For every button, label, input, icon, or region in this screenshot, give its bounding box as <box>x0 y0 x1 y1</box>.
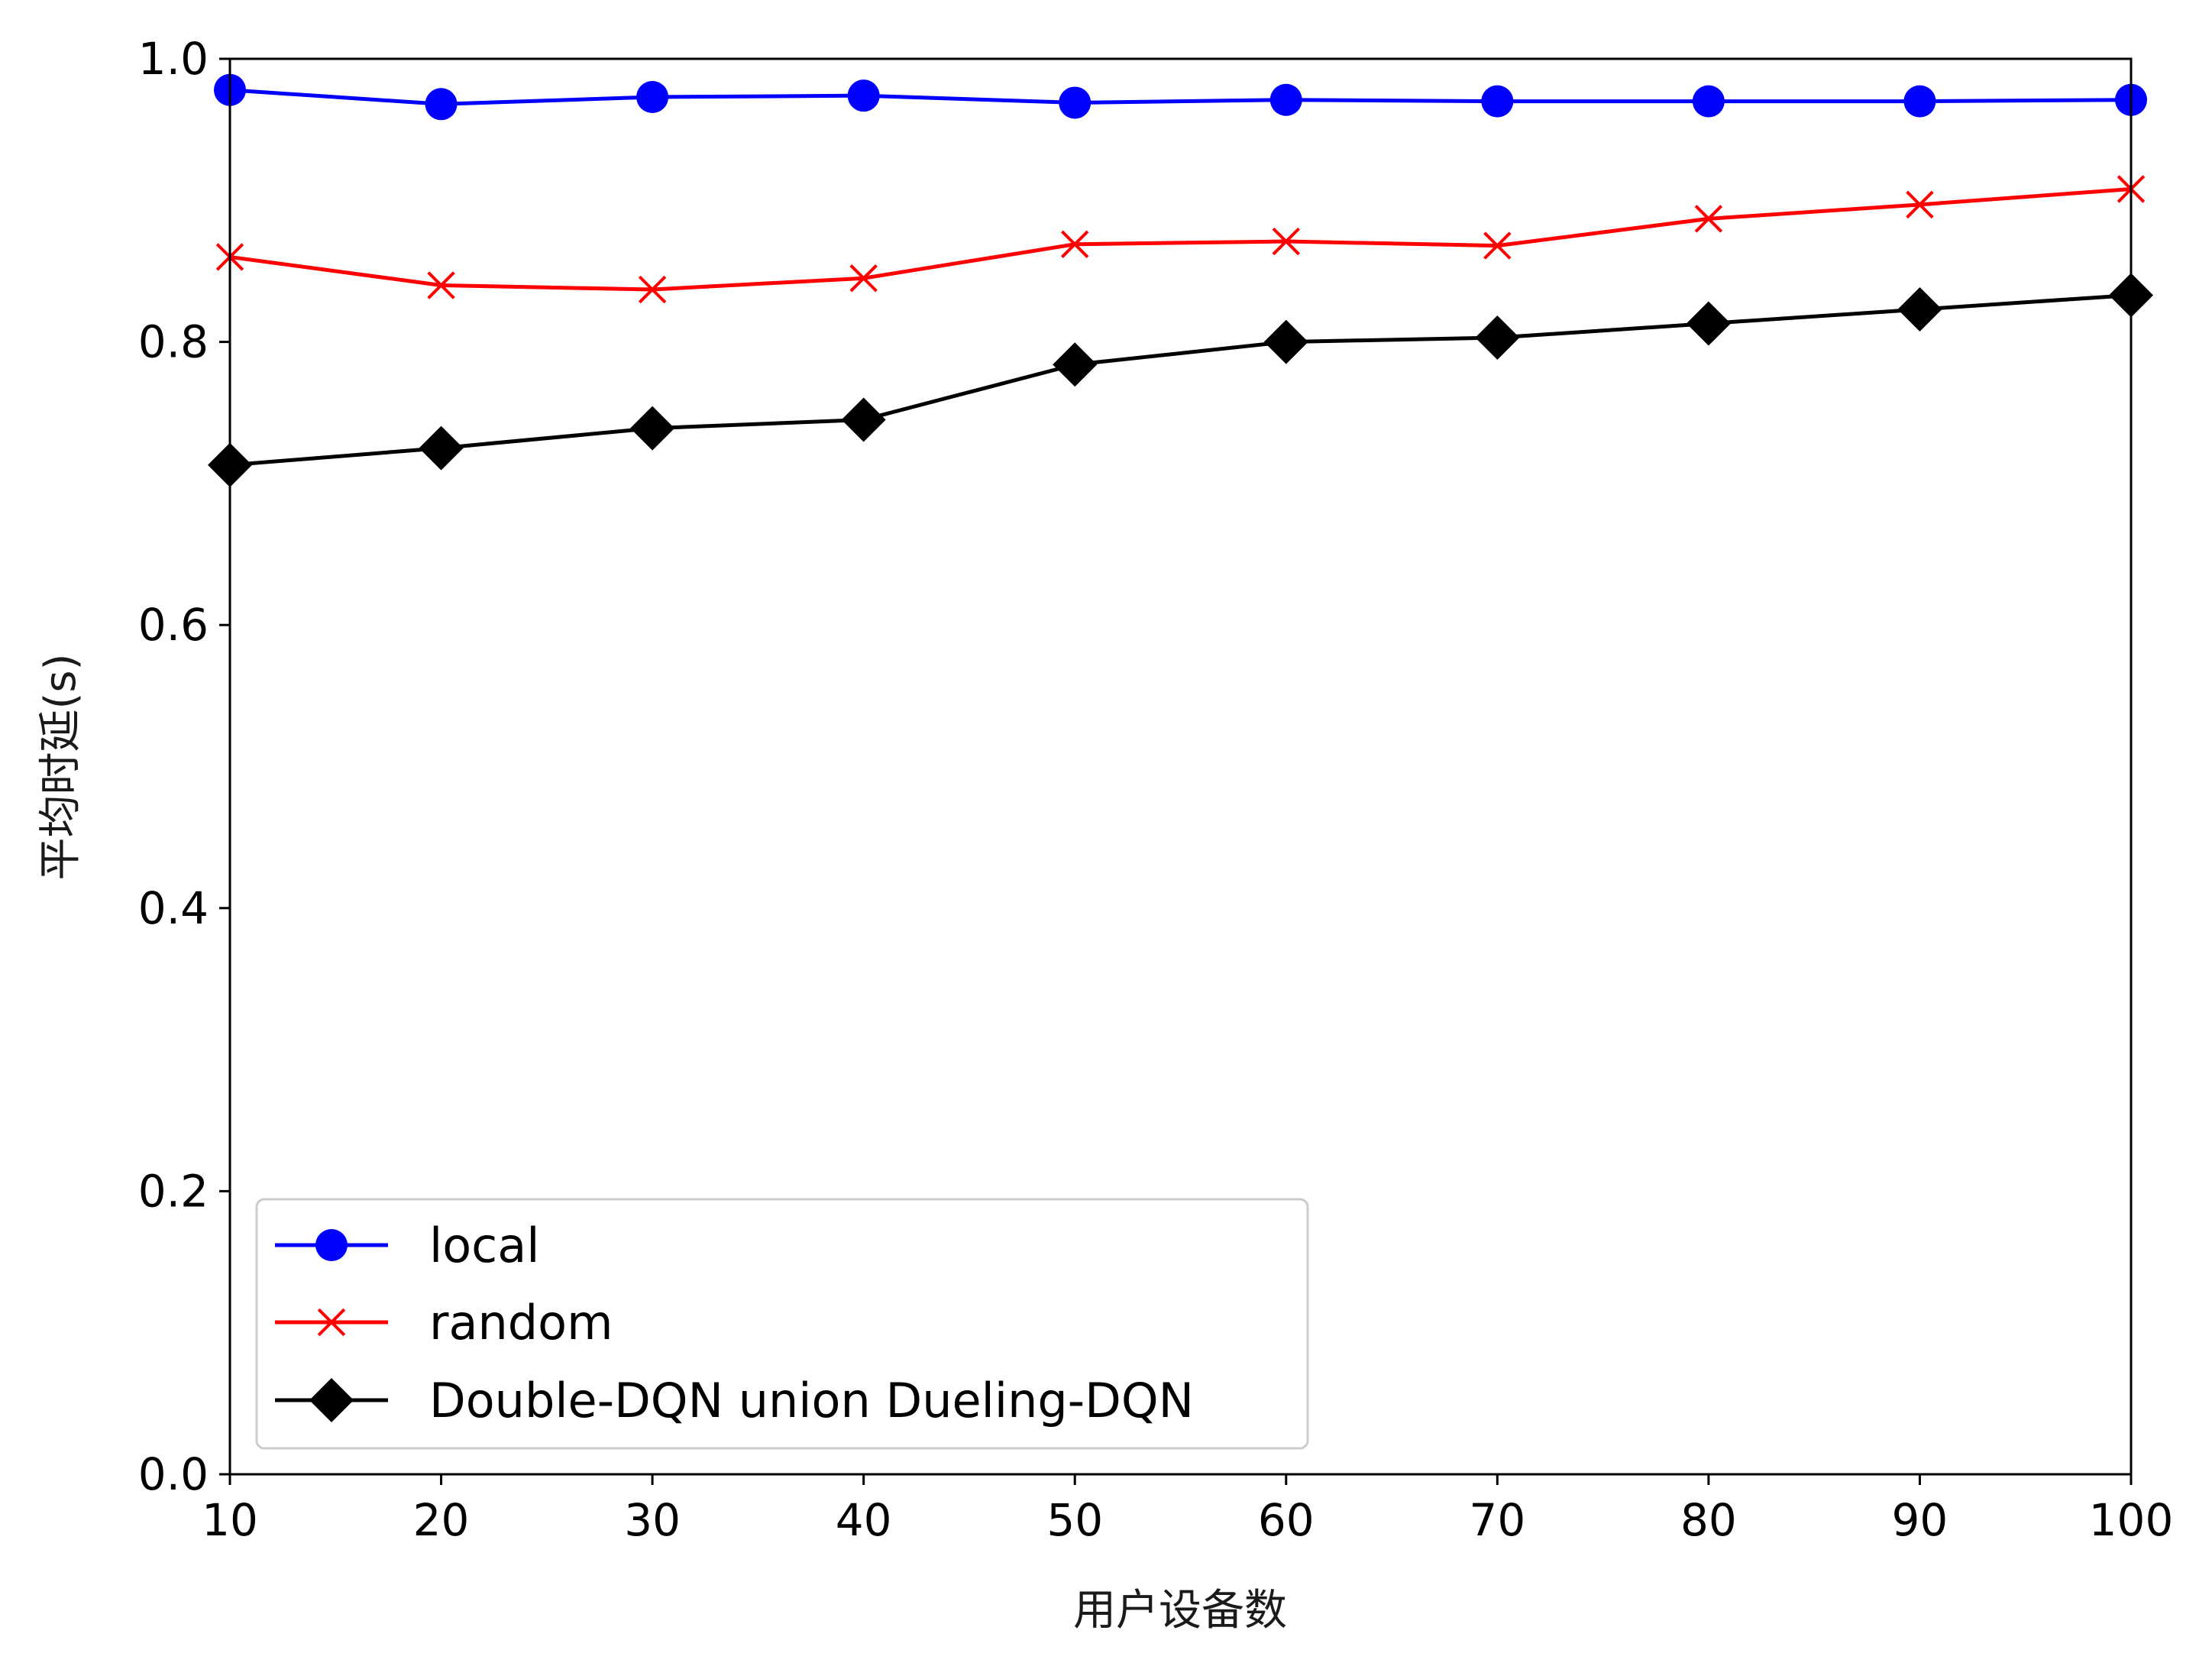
x-tick-label: 80 <box>1680 1494 1737 1546</box>
x-tick-label: 30 <box>624 1494 681 1546</box>
legend-item: local <box>275 1218 539 1273</box>
y-tick-label: 0.8 <box>138 316 209 368</box>
y-tick-label: 1.0 <box>138 33 209 85</box>
series-line <box>229 88 2132 106</box>
x-tick-label: 60 <box>1258 1494 1315 1546</box>
data-point <box>1694 205 1723 233</box>
series-layer <box>208 73 2153 487</box>
data-point <box>1483 231 1512 260</box>
x-tick-label: 10 <box>202 1494 258 1546</box>
x-tick-label: 100 <box>2089 1494 2174 1546</box>
data-point <box>1475 315 1520 361</box>
data-point <box>1897 286 1942 332</box>
data-point <box>425 88 458 121</box>
data-point <box>427 271 455 299</box>
data-point <box>1906 190 1934 219</box>
legend-box <box>255 1198 1309 1450</box>
x-tick-label: 50 <box>1046 1494 1103 1546</box>
legend-label: local <box>429 1218 539 1273</box>
series-line <box>229 186 2132 292</box>
legend-label: Double-DQN union Dueling-DQN <box>429 1373 1194 1428</box>
x-tick-label: 90 <box>1892 1494 1948 1546</box>
data-point <box>1059 86 1091 119</box>
data-point <box>1903 85 1936 118</box>
data-point <box>1061 230 1089 258</box>
y-tick-label: 0.4 <box>138 882 209 934</box>
data-point <box>1686 301 1731 346</box>
legend-item: random <box>275 1295 613 1351</box>
y-tick-label: 0.6 <box>138 599 209 651</box>
data-point <box>1272 227 1300 256</box>
legend-label: random <box>429 1295 613 1351</box>
y-axis-label: 平均时延(s) <box>36 654 86 881</box>
data-point <box>841 397 886 442</box>
series-3 <box>208 273 2153 487</box>
data-point <box>1692 85 1725 118</box>
data-point <box>638 275 667 304</box>
x-tick-label: 20 <box>413 1494 470 1546</box>
legend: local random Double-DQN union Dueling-DQN <box>255 1198 1309 1450</box>
axis-ticks: 10 20 30 40 50 60 70 80 90 100 0.0 0.2 0.4 0.6 0.8 1.0 <box>138 33 2174 1546</box>
series-1 <box>214 73 2147 121</box>
y-tick-label: 0.0 <box>138 1448 209 1500</box>
y-tick-label: 0.2 <box>138 1165 209 1217</box>
legend-marker <box>309 1378 354 1422</box>
data-point <box>1269 83 1302 116</box>
data-point <box>847 79 880 112</box>
data-point <box>1053 342 1098 387</box>
legend-item: Double-DQN union Dueling-DQN <box>275 1373 1194 1428</box>
data-point <box>636 81 669 114</box>
legend-marker <box>315 1229 348 1261</box>
data-point <box>419 425 464 471</box>
x-tick-label: 70 <box>1469 1494 1525 1546</box>
data-point <box>630 406 675 451</box>
data-point <box>1481 85 1514 118</box>
legend-marker <box>317 1308 346 1337</box>
series-line <box>229 293 2132 467</box>
series-2 <box>215 175 2146 304</box>
x-axis-label: 用户设备数 <box>1073 1586 1287 1635</box>
plot-frame <box>228 57 2133 1476</box>
data-point <box>1263 319 1308 364</box>
x-tick-label: 40 <box>836 1494 892 1546</box>
data-point <box>849 264 878 293</box>
